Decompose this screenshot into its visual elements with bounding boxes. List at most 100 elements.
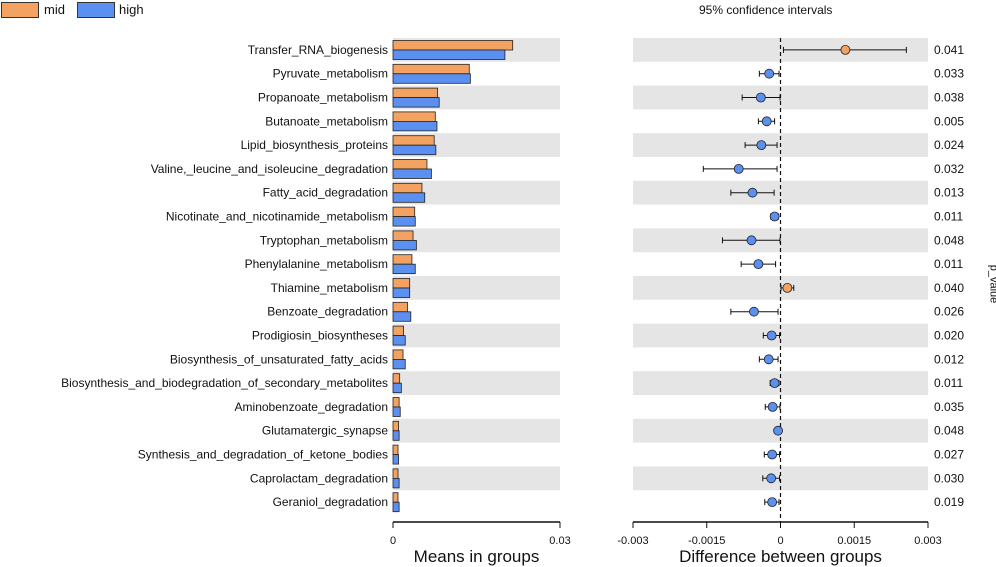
p-value: 0.011 [934,210,963,224]
bar-high [392,311,412,322]
bar-mid [392,278,411,289]
category-label: Aminobenzoate_degradation [235,400,388,414]
diff-point [755,92,766,103]
diff-point [749,306,759,317]
band-right [633,38,928,62]
bar-mid [392,206,416,218]
bar-high [392,49,506,60]
legend-swatch-high [77,2,115,18]
category-label: Glutamatergic_synapse [262,424,388,438]
p-value: 0.032 [934,162,964,176]
diff-point [767,449,778,460]
category-label: Pyruvate_metabolism [273,67,388,81]
p-value: 0.019 [934,495,964,509]
left-x-tick-label: 0 [390,535,396,547]
diff-point [763,354,774,365]
p-value: 0.041 [934,43,964,57]
diff-point [747,187,758,198]
category-label: Thiamine_metabolism [271,281,388,295]
bar-mid [392,111,436,122]
bar-mid [392,159,428,170]
diff-point [753,259,764,270]
p-value: 0.048 [934,424,964,438]
category-label: Biosynthesis_of_unsaturated_fatty_acids [170,352,388,366]
left-x-axis-title: Means in groups [414,547,540,566]
category-label: Phenylalanine_metabolism [245,257,388,271]
p-value: 0.005 [934,114,964,128]
diff-point [769,378,780,389]
bar-mid [392,444,399,456]
category-label: Propanoate_metabolism [258,91,388,105]
category-label: Butanoate_metabolism [265,114,388,128]
diff-point [746,235,757,246]
bar-high [392,335,406,346]
category-label: Transfer_RNA_biogenesis [248,43,388,57]
p-value: 0.027 [934,448,964,462]
bar-high [392,168,432,179]
band-left [393,466,560,491]
band-left [393,180,560,205]
bar-mid [392,87,438,98]
band-right [633,466,928,491]
bar-mid [392,349,404,360]
diff-point [766,473,777,484]
p-value: 0.035 [934,400,964,414]
bar-high [392,454,399,465]
bar-mid [392,420,399,432]
left-x-tick-label: 0.03 [549,535,570,547]
bar-high [392,263,416,275]
bar-mid [392,63,470,75]
p-value: 0.011 [934,257,963,271]
p-value: 0.048 [934,233,964,247]
bar-high [392,121,438,132]
category-label: Nicotinate_and_nicotinamide_metabolism [166,210,388,224]
band-left [393,371,560,395]
category-label: Prodigiosin_biosyntheses [252,329,388,343]
p-value: 0.020 [934,329,964,343]
bar-high [392,430,400,441]
category-label: Tryptophan_metabolism [260,233,388,247]
band-left [393,276,560,300]
bar-high [392,358,406,370]
bar-high [392,97,440,108]
right-x-tick-label: 0.0015 [837,535,871,547]
right-x-tick-label: -0.0015 [688,535,725,547]
diff-point [782,282,793,293]
diff-point [840,45,851,55]
right-x-tick-label: 0.003 [914,535,942,547]
diff-point [756,140,767,151]
category-label: Biosynthesis_and_biodegradation_of_secon… [61,376,388,390]
diff-point [767,497,778,508]
bar-mid [392,254,413,265]
p-value: 0.024 [934,138,964,152]
diff-point [769,211,780,222]
bar-mid [392,492,399,503]
p-value: 0.026 [934,305,964,319]
p-value: 0.012 [934,352,964,366]
bar-mid [392,230,414,241]
diff-point [764,68,775,79]
bar-high [392,477,400,489]
diff-point [733,163,744,174]
category-label: Caprolactam_degradation [250,471,388,485]
bar-mid [392,325,404,337]
bar-mid [392,40,514,51]
bar-mid [392,135,435,146]
bar-high [392,382,402,394]
bar-high [392,287,411,298]
p-value: 0.038 [934,91,964,105]
diff-point [761,116,772,127]
bar-high [392,73,471,84]
category-label: Valine,_leucine_and_isoleucine_degradati… [151,162,388,176]
ci-panel-title: 95% confidence intervals [699,3,833,17]
bar-high [392,406,401,417]
legend-swatch-mid [1,2,39,18]
category-label: Fatty_acid_degradation [263,186,388,200]
p-value: 0.040 [934,281,964,295]
bar-mid [392,373,401,384]
band-left [393,323,560,348]
diff-point [773,425,783,436]
bar-high [392,239,417,251]
band-left [393,418,560,443]
